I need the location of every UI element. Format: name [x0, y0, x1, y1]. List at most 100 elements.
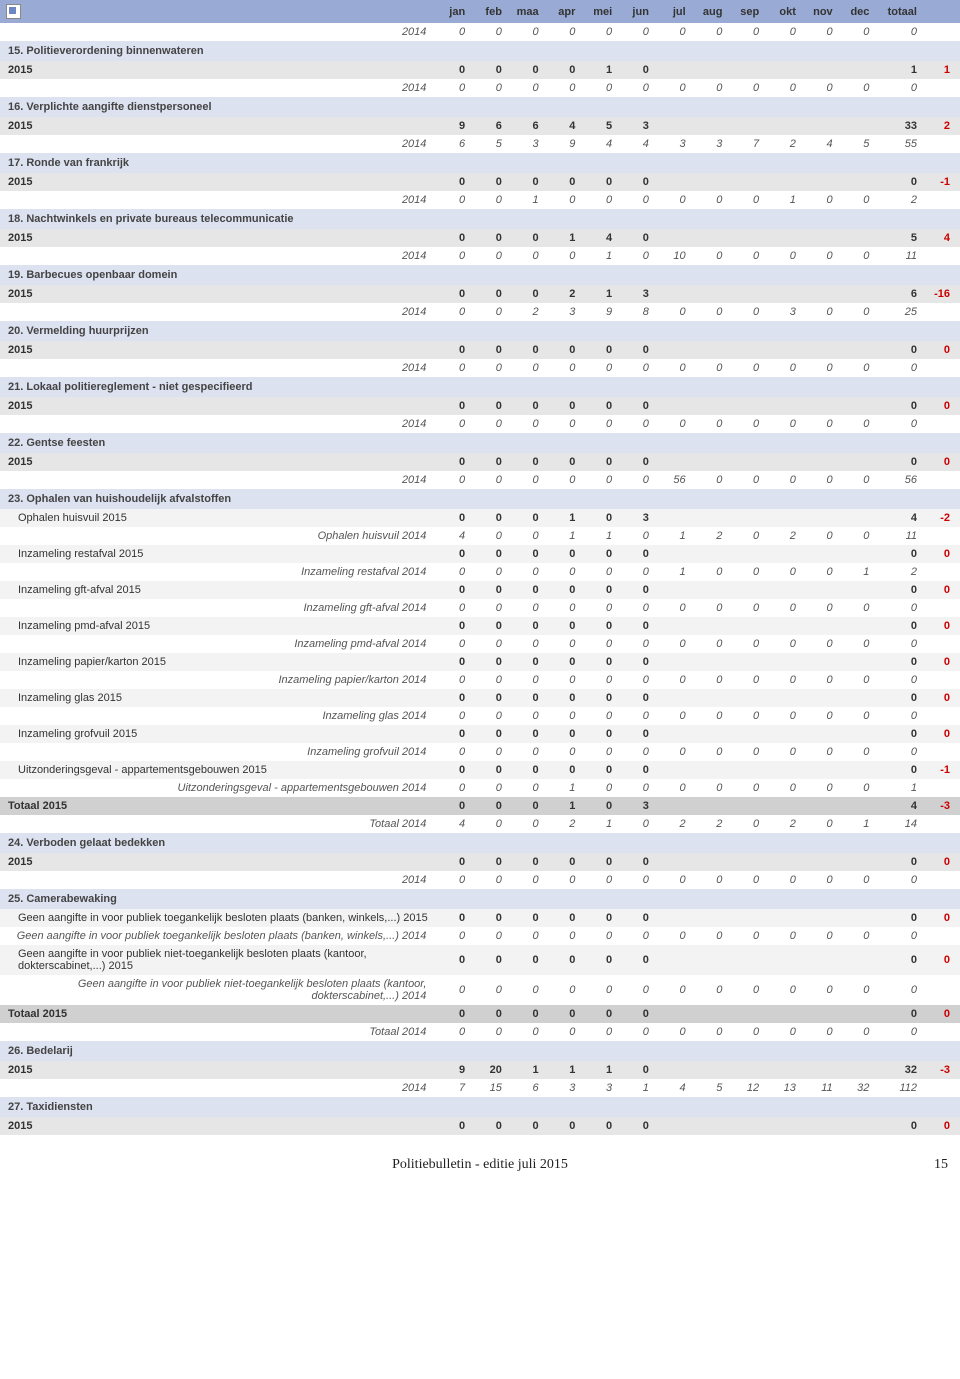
section-header: 21. Lokaal politiereglement - niet gespe… [0, 377, 960, 397]
section-header: 17. Ronde van frankrijk [0, 153, 960, 173]
cell-value: 2 [690, 527, 727, 545]
cell-value [690, 761, 727, 779]
section-title: 19. Barbecues openbaar domein [0, 265, 960, 285]
cell-value: 0 [616, 871, 653, 889]
cell-value: 0 [579, 761, 616, 779]
cell-value: 0 [506, 471, 543, 489]
cell-delta: 0 [921, 581, 960, 599]
cell-value [653, 117, 690, 135]
table-row: Inzameling restafval 20140000001000012 [0, 563, 960, 581]
cell-total: 0 [873, 945, 921, 975]
total-header: totaal [873, 0, 921, 23]
cell-value [763, 653, 800, 671]
cell-value [763, 61, 800, 79]
cell-value: 0 [469, 707, 506, 725]
cell-value [800, 229, 837, 247]
table-row: 20140000000000000 [0, 79, 960, 97]
cell-delta [921, 415, 960, 433]
table-row: Uitzonderingsgeval - appartementsgebouwe… [0, 779, 960, 797]
month-header: jan [432, 0, 469, 23]
cell-value [837, 725, 874, 743]
table-row: 201500000000 [0, 397, 960, 415]
cell-total: 5 [873, 229, 921, 247]
cell-value: 0 [653, 79, 690, 97]
cell-total: 0 [873, 1117, 921, 1135]
cell-value: 3 [506, 135, 543, 153]
table-row: 20140000000000000 [0, 359, 960, 377]
cell-value: 0 [800, 79, 837, 97]
cell-value [800, 853, 837, 871]
cell-value: 0 [690, 635, 727, 653]
cell-delta [921, 871, 960, 889]
cell-value: 0 [800, 1023, 837, 1041]
cell-value [726, 617, 763, 635]
section-header: 24. Verboden gelaat bedekken [0, 833, 960, 853]
row-label: 2015 [0, 1061, 432, 1079]
cell-value: 0 [653, 415, 690, 433]
cell-value: 0 [837, 871, 874, 889]
row-label: 2014 [0, 191, 432, 209]
month-header: jun [616, 0, 653, 23]
cell-value: 0 [506, 229, 543, 247]
cell-value: 0 [800, 975, 837, 1005]
cell-value: 0 [837, 79, 874, 97]
cell-value: 0 [432, 229, 469, 247]
cell-value: 0 [579, 635, 616, 653]
cell-value: 0 [653, 707, 690, 725]
cell-total: 11 [873, 527, 921, 545]
section-title: 23. Ophalen van huishoudelijk afvalstoff… [0, 489, 960, 509]
cell-value: 0 [579, 853, 616, 871]
table-row: Ophalen huisvuil 20150001034-2 [0, 509, 960, 527]
cell-value [690, 397, 727, 415]
cell-value [726, 341, 763, 359]
cell-value: 0 [616, 725, 653, 743]
cell-value: 0 [763, 79, 800, 97]
row-label: Inzameling papier/karton 2015 [0, 653, 432, 671]
cell-value: 0 [653, 1023, 690, 1041]
table-row: 2015966453332 [0, 117, 960, 135]
cell-delta [921, 471, 960, 489]
row-label: Inzameling gft-afval 2015 [0, 581, 432, 599]
cell-value: 4 [579, 229, 616, 247]
cell-value: 2 [763, 135, 800, 153]
cell-value [653, 1117, 690, 1135]
cell-total: 11 [873, 247, 921, 265]
cell-delta: 0 [921, 653, 960, 671]
table-row: 201500000000 [0, 853, 960, 871]
cell-value: 0 [690, 563, 727, 581]
cell-value: 0 [763, 471, 800, 489]
cell-delta [921, 79, 960, 97]
cell-value [653, 229, 690, 247]
cell-value: 0 [543, 743, 580, 761]
cell-value: 12 [726, 1079, 763, 1097]
cell-value: 0 [726, 815, 763, 833]
cell-value: 0 [690, 303, 727, 321]
cell-value: 1 [616, 1079, 653, 1097]
cell-total: 4 [873, 509, 921, 527]
row-label: Inzameling pmd-afval 2014 [0, 635, 432, 653]
cell-value: 0 [543, 761, 580, 779]
row-label: Uitzonderingsgeval - appartementsgebouwe… [0, 779, 432, 797]
cell-delta: 0 [921, 909, 960, 927]
cell-total: 55 [873, 135, 921, 153]
cell-value: 6 [432, 135, 469, 153]
cell-delta: -16 [921, 285, 960, 303]
cell-value: 0 [543, 359, 580, 377]
cell-delta: -3 [921, 797, 960, 815]
spreadsheet-icon[interactable] [6, 4, 21, 19]
cell-value [800, 117, 837, 135]
row-label: Totaal 2014 [0, 1023, 432, 1041]
table-row: 201465394433724555 [0, 135, 960, 153]
cell-value: 0 [616, 581, 653, 599]
cell-value [763, 581, 800, 599]
cell-value: 0 [469, 397, 506, 415]
cell-value: 0 [763, 23, 800, 41]
cell-value: 0 [800, 815, 837, 833]
cell-value: 0 [726, 563, 763, 581]
cell-value: 0 [543, 725, 580, 743]
row-label: Inzameling glas 2014 [0, 707, 432, 725]
cell-value [690, 617, 727, 635]
table-row: Inzameling restafval 201500000000 [0, 545, 960, 563]
cell-total: 14 [873, 815, 921, 833]
cell-value: 0 [469, 797, 506, 815]
